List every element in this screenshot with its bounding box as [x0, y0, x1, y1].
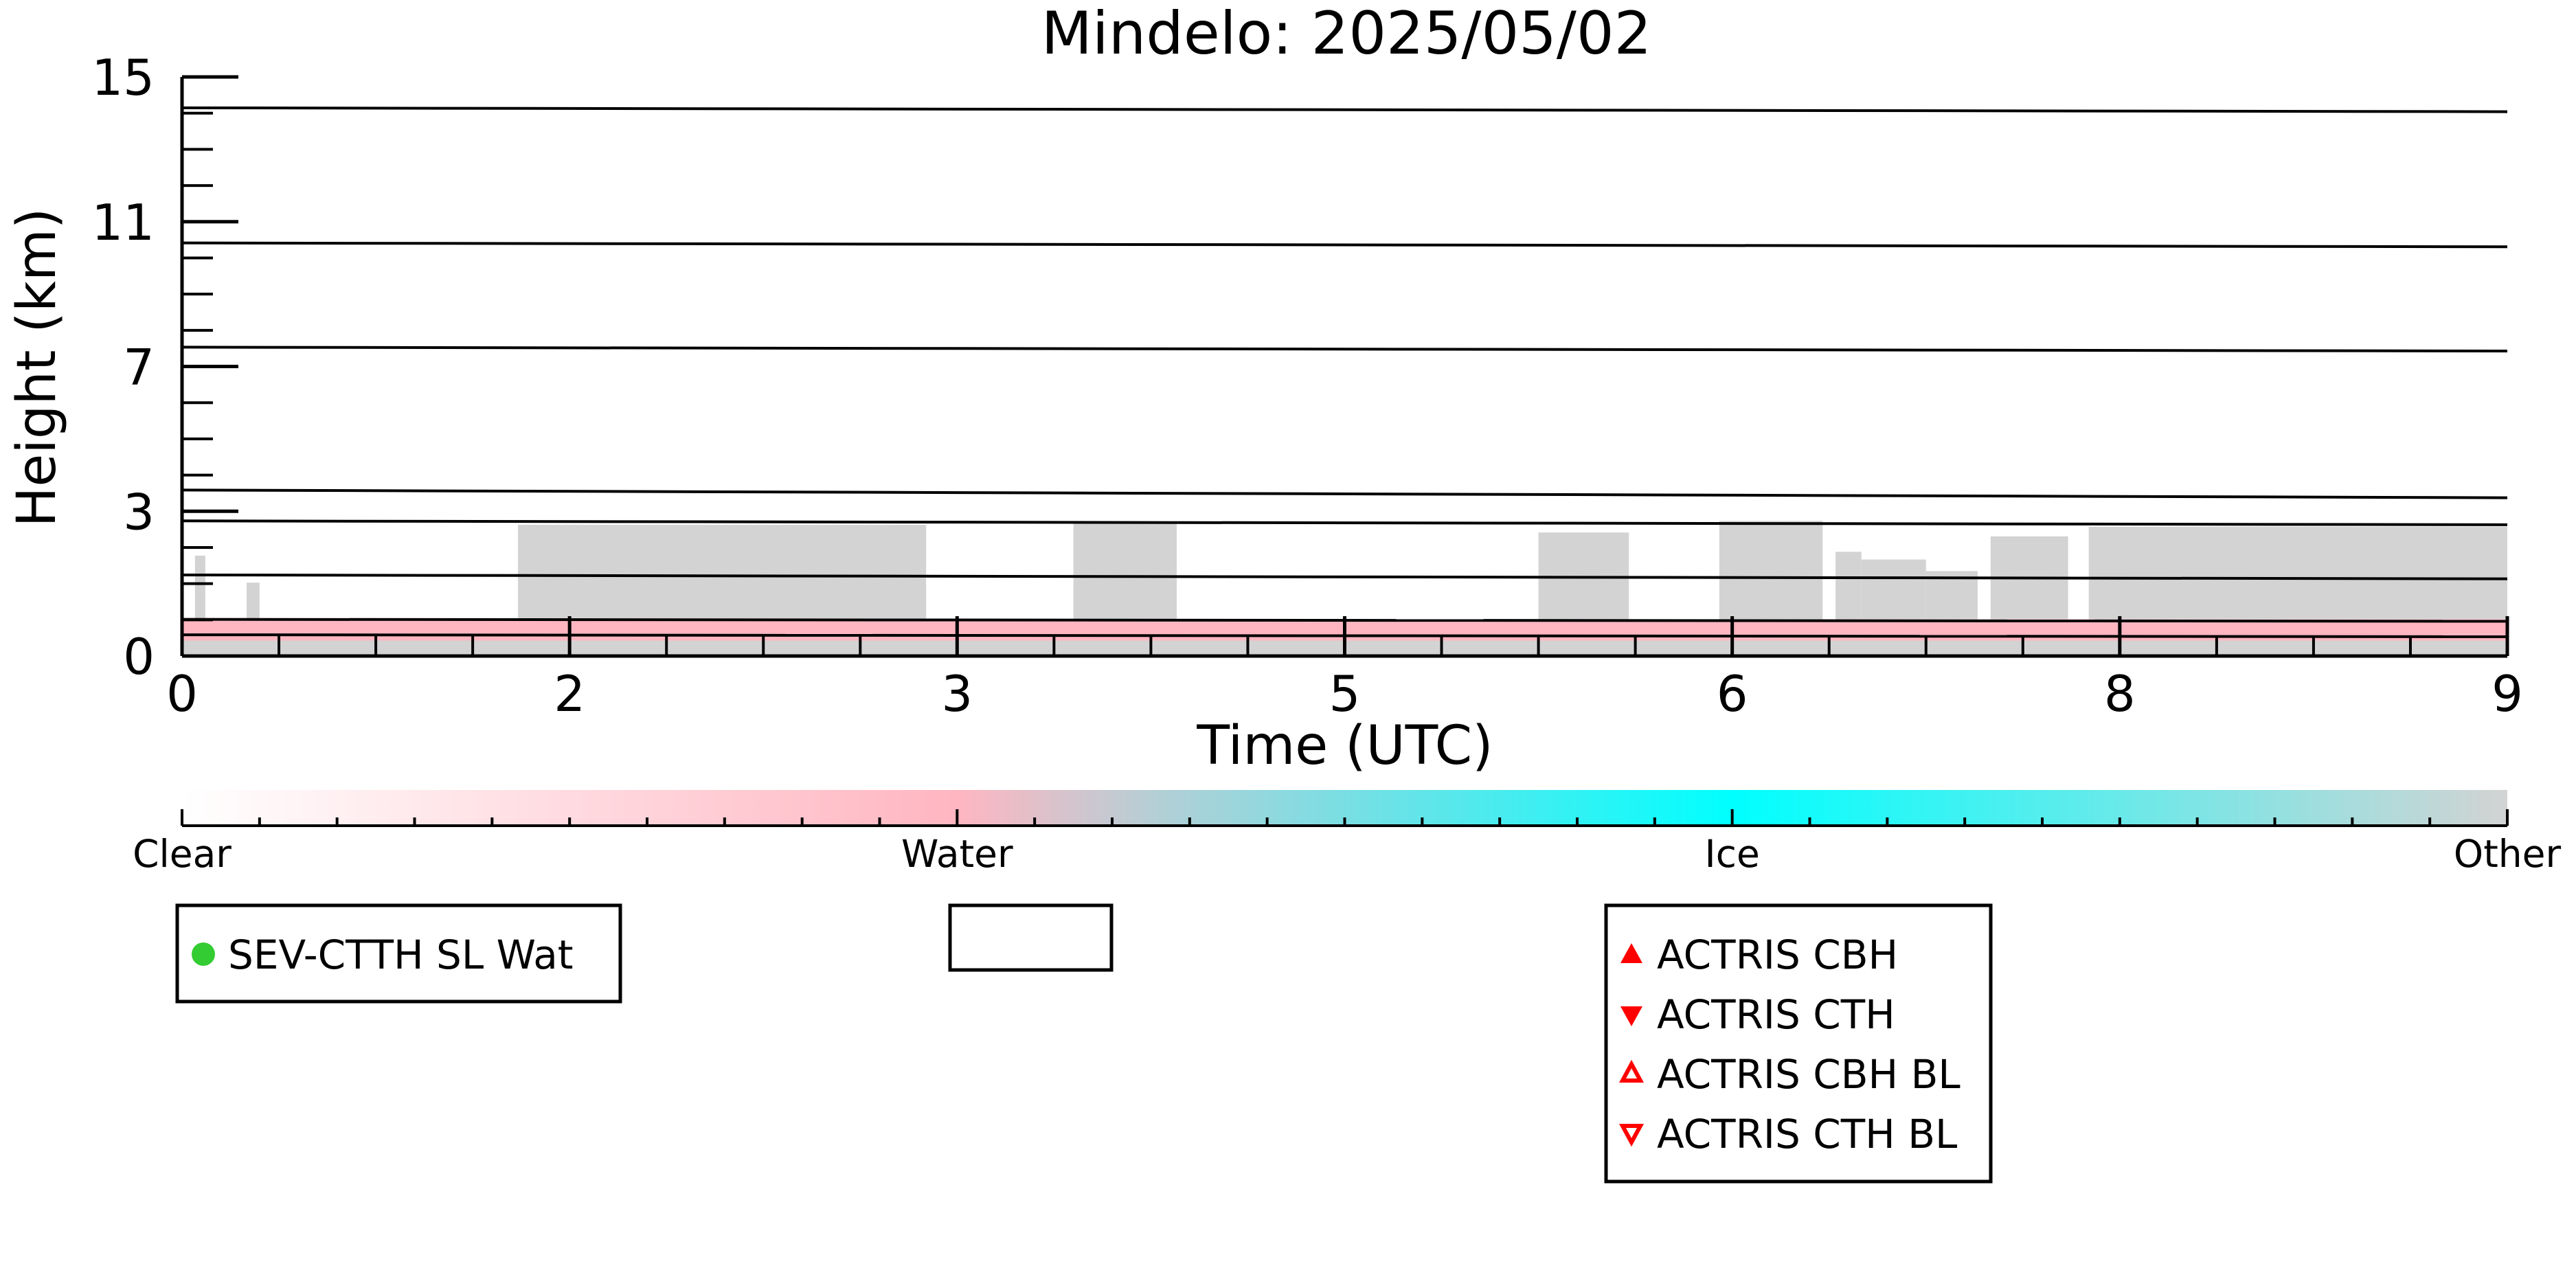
- filled-triangle-up-icon: [1620, 943, 1642, 963]
- colorbar-label-water: Water: [901, 832, 1013, 876]
- colorbar-labels: Clear Water Ice Other: [133, 832, 2561, 876]
- y-tick-label-2: 7: [123, 339, 155, 396]
- y-tick-label-1: 3: [123, 483, 155, 541]
- reference-line-3: [181, 488, 2508, 499]
- open-triangle-up-icon: [1618, 1059, 1645, 1083]
- y-axis-label: Height (km): [6, 208, 68, 528]
- other-segment-10: [2088, 526, 2507, 620]
- other-class-fill: [194, 521, 2507, 620]
- legend-actris-frame: [1604, 903, 1993, 1184]
- x-tick-label-6: 9: [2492, 665, 2523, 723]
- x-tick-label-3: 5: [1329, 665, 1361, 723]
- x-axis-label: Time (UTC): [1196, 715, 1493, 777]
- y-tick-label-4: 15: [91, 49, 155, 106]
- legend-empty-frame: [948, 903, 1114, 972]
- legend-actris-cbh: ACTRIS CBH: [1657, 931, 1898, 978]
- y-tick-label-0: 0: [123, 628, 155, 686]
- legend-actris-cth: ACTRIS CTH: [1657, 991, 1895, 1038]
- colorbar-ticks: [181, 809, 2509, 826]
- y-tick-label-3: 11: [91, 194, 155, 251]
- x-axis-ticks: 0 2 3 5 6 8 9: [166, 616, 2523, 723]
- reference-line-4: [181, 519, 2508, 526]
- x-tick-label-2: 3: [941, 665, 973, 723]
- legend-actris-cth-bl: ACTRIS CTH BL: [1657, 1111, 1957, 1157]
- x-tick-label-1: 2: [554, 665, 585, 723]
- legend-sev: SEV-CTTH SL Wat: [175, 903, 622, 1004]
- reference-line-1: [181, 241, 2508, 249]
- reference-line-2: [181, 346, 2508, 353]
- x-tick-label-5: 8: [2104, 665, 2136, 723]
- reference-line-0: [181, 106, 2508, 113]
- other-segment-7: [1861, 559, 1926, 620]
- other-segment-2: [517, 524, 927, 620]
- legend-actris: ACTRIS CBH ACTRIS CTH ACTRIS CBH BL ACTR…: [1604, 903, 1993, 1184]
- chart-title: Mindelo: 2025/05/02: [1041, 0, 1652, 68]
- colorbar-label-ice: Ice: [1705, 832, 1760, 876]
- x-tick-label-4: 6: [1717, 665, 1748, 723]
- plot-area: 0 2 3 5 6 8 9 0 3 7 11 15: [91, 49, 2523, 723]
- y-axis-ticks: 0 3 7 11 15: [91, 49, 238, 686]
- other-segment-3: [1073, 523, 1177, 620]
- x-tick-label-0: 0: [166, 665, 198, 723]
- filled-triangle-down-icon: [1620, 1006, 1642, 1026]
- reference-line-5: [181, 573, 2508, 580]
- colorbar-label-other: Other: [2454, 832, 2562, 876]
- legend-sev-frame: [175, 903, 622, 1004]
- legend-sev-label: SEV-CTTH SL Wat: [228, 931, 574, 978]
- open-triangle-down-icon: [1618, 1124, 1645, 1147]
- green-dot-icon: [192, 942, 215, 966]
- legend-actris-cbh-bl: ACTRIS CBH BL: [1657, 1051, 1961, 1098]
- other-segment-6: [1835, 552, 1862, 620]
- other-segment-5: [1719, 521, 1823, 620]
- colorbar-label-clear: Clear: [133, 832, 231, 876]
- colorbar: Clear Water Ice Other: [133, 790, 2561, 876]
- other-segment-0: [194, 555, 205, 620]
- other-segment-1: [247, 583, 260, 620]
- legend-empty: [948, 903, 1114, 972]
